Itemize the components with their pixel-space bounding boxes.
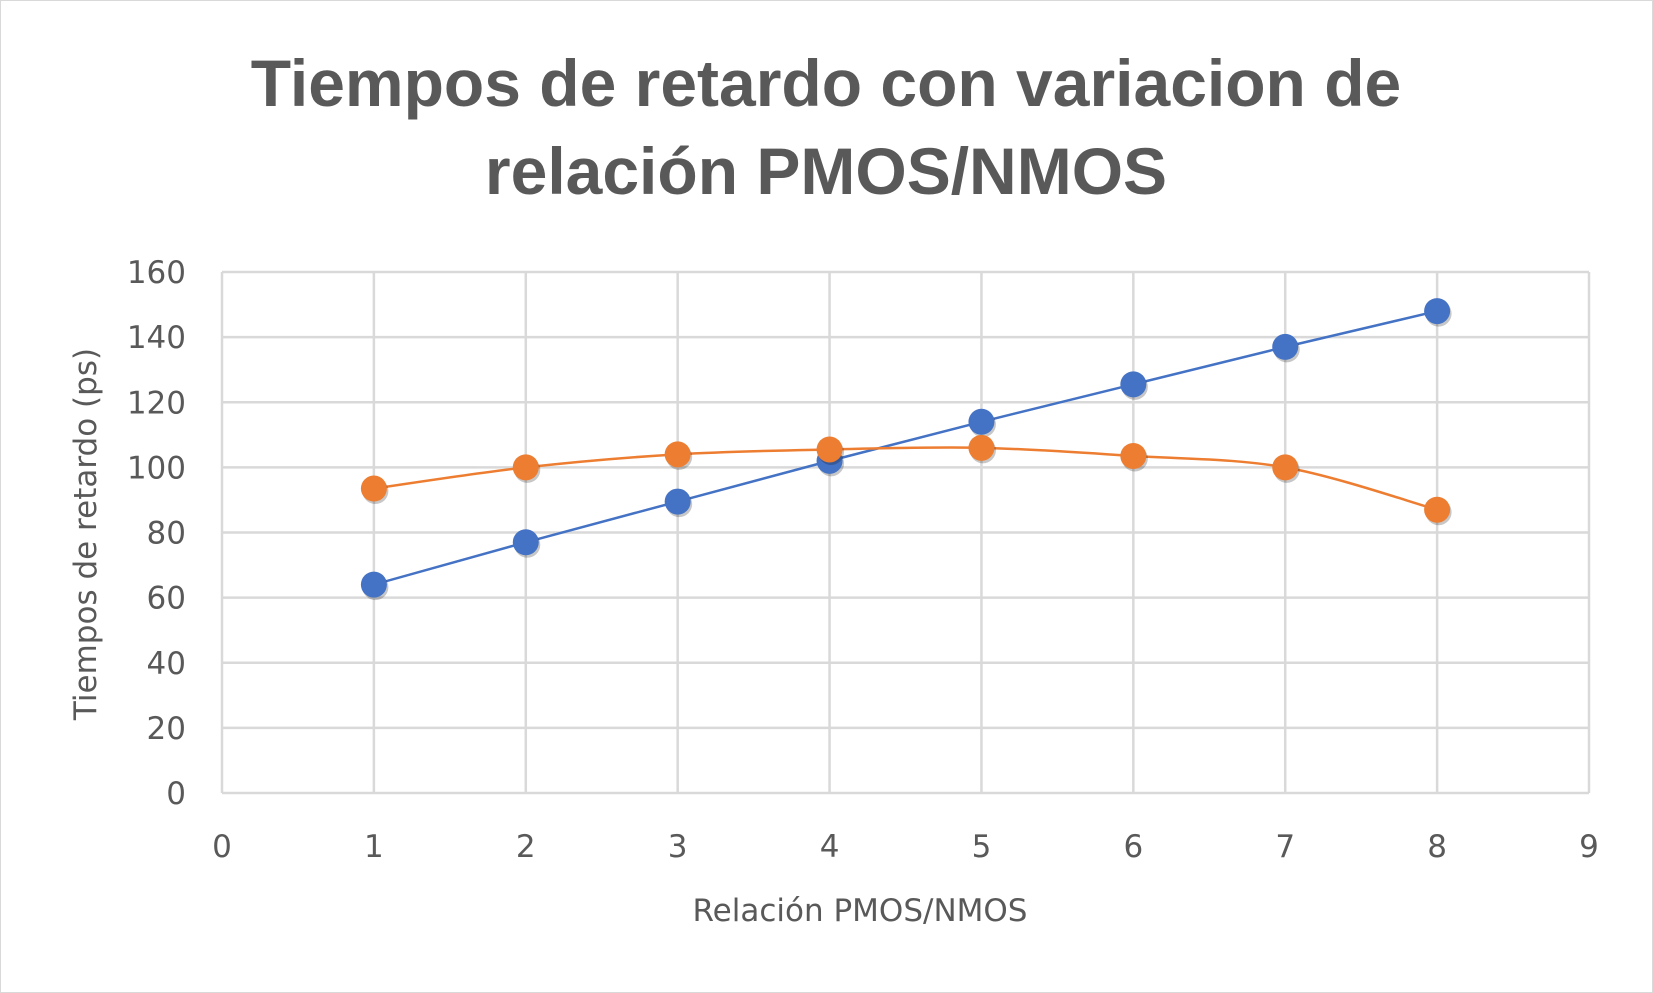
series-1-point <box>664 488 691 515</box>
y-tick-label: 60 <box>147 581 186 617</box>
y-tick-label: 100 <box>127 450 186 486</box>
series-1-point <box>1272 333 1299 360</box>
x-tick-label: 7 <box>1275 829 1295 865</box>
y-tick-label: 120 <box>127 385 186 421</box>
series-2-point <box>1120 442 1147 469</box>
x-tick-label: 3 <box>668 829 688 865</box>
series-2-point <box>664 441 691 468</box>
grid <box>220 270 1591 795</box>
x-axis-label: Relación PMOS/NMOS <box>693 893 1028 929</box>
x-tick-labels: 0 1 2 3 4 5 6 7 8 9 <box>212 829 1599 865</box>
y-tick-label: 20 <box>147 711 186 747</box>
series-2-point <box>816 436 843 463</box>
x-tick-label: 8 <box>1427 829 1447 865</box>
series-2-line <box>373 446 1438 511</box>
series-2-point <box>1424 496 1451 523</box>
x-tick-label: 0 <box>212 829 232 865</box>
x-tick-label: 5 <box>972 829 992 865</box>
y-axis-label: Tiempos de retardo (ps) <box>68 348 104 721</box>
x-tick-label: 1 <box>364 829 384 865</box>
series-1-point <box>1424 298 1451 325</box>
x-tick-label: 2 <box>516 829 536 865</box>
series-2-point <box>360 475 387 502</box>
series-2-point <box>512 454 539 481</box>
y-tick-label: 80 <box>147 516 186 552</box>
chart-title-line-1: Tiempos de retardo con variacion de <box>251 46 1401 120</box>
y-tick-label: 40 <box>147 646 186 682</box>
series-1-point <box>968 408 995 435</box>
y-tick-labels: 0 20 40 60 80 100 120 140 160 <box>127 255 186 812</box>
series-1-point <box>360 571 387 598</box>
series-2-point <box>968 434 995 461</box>
x-tick-label: 6 <box>1123 829 1143 865</box>
y-tick-label: 160 <box>127 255 186 291</box>
x-tick-label: 9 <box>1579 829 1599 865</box>
series-2-point <box>1272 454 1299 481</box>
x-tick-label: 4 <box>820 829 840 865</box>
y-tick-label: 0 <box>166 776 186 812</box>
chart-title-line-2: relación PMOS/NMOS <box>485 134 1167 208</box>
y-tick-label: 140 <box>127 320 186 356</box>
series-1-point <box>1120 371 1147 398</box>
series <box>360 298 1452 601</box>
series-1-line <box>373 309 1438 586</box>
series-1-point <box>512 529 539 556</box>
